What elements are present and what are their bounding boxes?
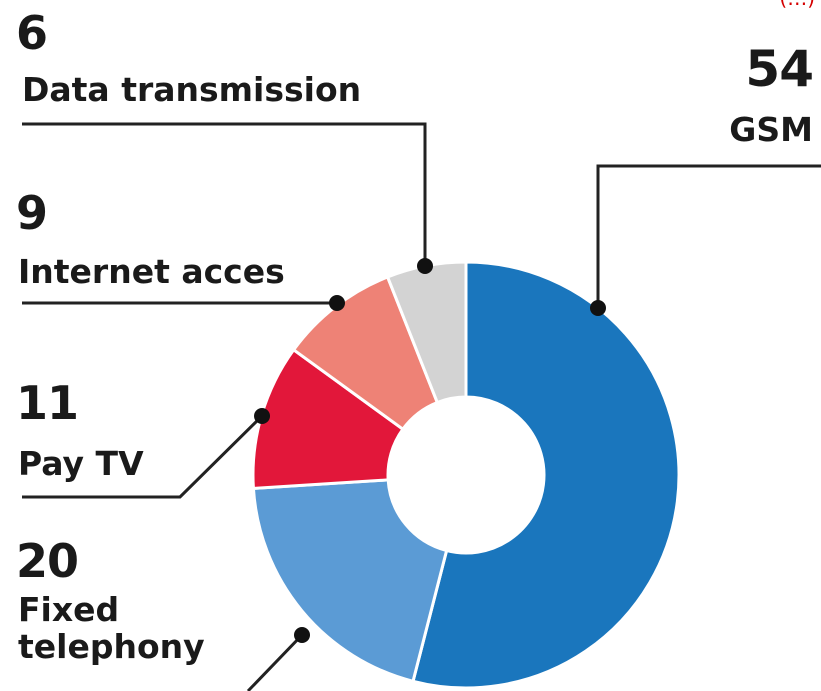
leader-dot-pay-tv <box>254 408 270 424</box>
category-label-gsm: GSM <box>729 110 813 149</box>
value-label-gsm: 54 <box>745 40 814 98</box>
leader-dot-internet-acces <box>329 295 345 311</box>
slice-gsm <box>411 260 681 690</box>
value-label-pay-tv: 11 <box>16 376 79 430</box>
slice-data-transmission <box>385 260 468 405</box>
category-label-internet: Internet acces <box>18 252 285 291</box>
leader-dot-gsm <box>590 300 606 316</box>
category-label-fixed-telephony: Fixed telephony <box>18 590 205 666</box>
value-label-fixed-telephony: 20 <box>16 534 79 588</box>
corner-mark: (…) <box>779 0 815 10</box>
leader-line-gsm <box>596 164 821 308</box>
category-label-data-transmission: Data transmission <box>22 70 362 109</box>
value-label-data-transmission: 6 <box>16 6 48 60</box>
leader-line-pay-tv <box>22 414 264 499</box>
leader-dot-fixed-telephony <box>294 627 310 643</box>
category-label-pay-tv: Pay TV <box>18 444 144 483</box>
slice-pay-tv <box>251 347 405 490</box>
slice-fixed-telephony <box>251 478 449 684</box>
leader-line-fixed-telephony <box>246 633 304 691</box>
value-label-internet: 9 <box>16 186 48 240</box>
leader-line-data-transmission <box>22 122 427 266</box>
leader-dot-data-transmission <box>417 258 433 274</box>
